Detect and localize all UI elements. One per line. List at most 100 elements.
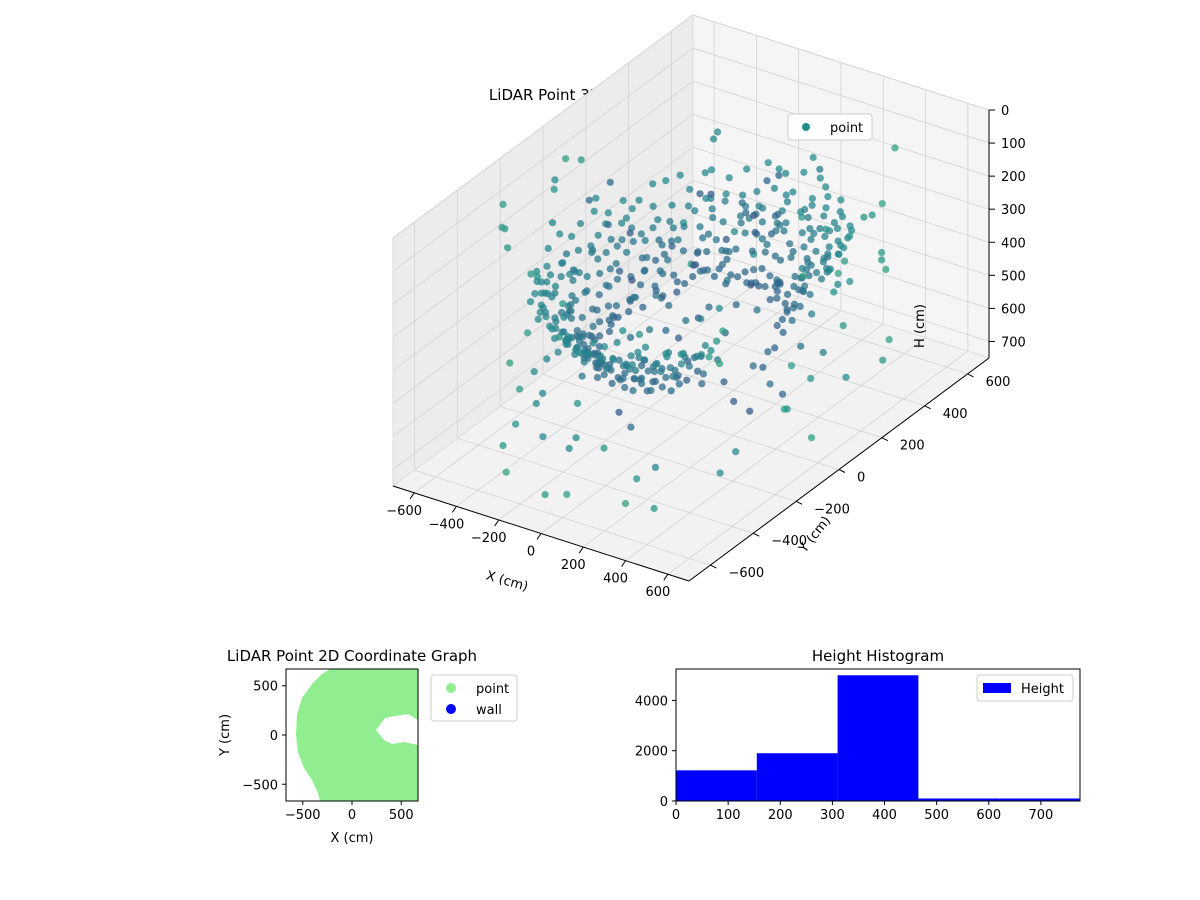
chart-3d-point: [699, 234, 707, 242]
chart-3d-point: [576, 220, 585, 228]
chart-3d-point: [628, 276, 636, 284]
chart-3d-point: [662, 373, 670, 382]
chart-3d-point: [589, 322, 597, 330]
chart-3d-x-tick-label: −600: [386, 504, 422, 519]
chart-3d-point: [741, 268, 749, 276]
chart-3d-point: [548, 325, 556, 333]
chart-3d-point: [791, 272, 799, 281]
chart-3d-point: [655, 236, 663, 244]
chart-3d-point: [767, 230, 776, 238]
chart-3d-y-tick-label: −200: [814, 502, 850, 517]
chart-2d-ticks: −500 0 500 −500 0 500: [242, 680, 413, 823]
chart-3d-point: [885, 336, 893, 344]
chart-3d-point: [619, 327, 627, 335]
chart-3d-gridline: [585, 342, 882, 439]
chart-3d-point: [604, 302, 613, 310]
chart-3d-point: [742, 209, 750, 217]
chart-3d-point: [763, 240, 771, 248]
chart-2d-y-tick-label: −500: [242, 778, 278, 793]
chart-3d-y-tick: [967, 373, 974, 378]
histogram-legend: Height: [976, 674, 1074, 702]
chart-3d-point: [556, 230, 564, 238]
chart-2d: LiDAR Point 2D Coordinate Graph −500 0 500…: [218, 647, 518, 846]
chart-3d-gridline: [542, 374, 840, 470]
chart-3d-point: [736, 212, 745, 220]
chart-3d-point: [635, 330, 644, 338]
chart-3d-point: [605, 282, 613, 290]
chart-3d-point: [668, 242, 676, 250]
chart-3d-gridline: [628, 310, 925, 407]
chart-3d-point: [766, 272, 774, 280]
chart-3d-point: [771, 344, 779, 352]
chart-3d-point: [637, 281, 645, 289]
chart-3d-point: [750, 266, 758, 274]
chart-3d-point: [779, 328, 787, 336]
chart-3d-point: [750, 211, 758, 219]
chart-3d-point: [720, 378, 728, 386]
chart-3d-point: [812, 247, 820, 255]
chart-3d-point: [689, 273, 697, 281]
chart-3d-point: [743, 165, 751, 173]
chart-3d-point: [730, 228, 739, 236]
chart-3d-point: [679, 247, 688, 255]
chart-3d-legend-label: point: [830, 121, 863, 136]
chart-3d-point: [673, 278, 681, 286]
chart-3d-point: [639, 303, 647, 311]
chart-3d-point: [798, 264, 806, 272]
chart-3d-point: [657, 368, 665, 376]
chart-3d-point: [747, 281, 755, 289]
chart-3d-point: [816, 165, 824, 173]
chart-3d-x-tick-label: 200: [561, 558, 586, 573]
chart-3d-point: [701, 341, 710, 350]
chart-3d-point: [596, 332, 604, 340]
chart-3d-point: [789, 248, 797, 256]
chart-3d-point: [557, 273, 565, 281]
chart-3d-point: [694, 367, 702, 375]
chart-3d-point: [548, 219, 557, 227]
chart-3d-panes: [391, 14, 991, 582]
chart-3d-point: [714, 128, 722, 136]
chart-3d-x-tick: [452, 506, 457, 513]
chart-3d-x-tick: [494, 519, 500, 527]
chart-3d-point: [716, 360, 724, 368]
chart-3d-y-tick-label: 400: [943, 407, 968, 422]
chart-3d-point: [559, 300, 567, 308]
chart-3d-point: [771, 252, 779, 260]
chart-3d-gridline: [457, 437, 754, 534]
chart-3d-point: [708, 205, 716, 213]
chart-3d-point: [824, 250, 832, 258]
chart-3d-point: [776, 256, 785, 264]
chart-3d-point: [613, 275, 622, 283]
chart-3d-point: [730, 397, 738, 405]
chart-3d-point: [749, 362, 757, 370]
chart-3d-point: [543, 262, 551, 270]
chart-2d-legend-marker-wall: [446, 704, 456, 714]
chart-2d-y-label: Y (cm): [218, 714, 233, 757]
chart-3d-point: [707, 346, 715, 355]
chart-3d-point: [516, 385, 524, 393]
chart-3d-point: [705, 303, 713, 311]
chart-3d-point: [580, 358, 588, 366]
chart-3d-point: [683, 376, 691, 384]
chart-3d-point: [606, 265, 614, 273]
chart-3d-point: [805, 272, 813, 280]
chart-3d-point: [530, 368, 538, 376]
chart-3d-point: [878, 248, 886, 257]
chart-3d-point: [822, 204, 830, 212]
chart-3d-point: [502, 468, 510, 476]
chart-3d-point: [787, 253, 795, 261]
chart-3d-point: [649, 180, 657, 188]
chart-3d-point: [780, 227, 788, 235]
chart-2d-x-tick-label: 0: [348, 808, 356, 823]
chart-3d-point: [778, 390, 787, 398]
chart-3d-point: [738, 199, 746, 207]
histogram-bar: [918, 798, 1000, 801]
chart-3d-point: [543, 278, 551, 286]
chart-3d-point: [723, 276, 731, 284]
chart-3d-point: [592, 194, 600, 202]
chart-3d-point: [544, 244, 552, 252]
chart-3d-point: [758, 218, 767, 226]
chart-3d-point: [569, 266, 578, 274]
chart-3d-point: [680, 222, 688, 231]
chart-3d-point: [649, 378, 657, 386]
